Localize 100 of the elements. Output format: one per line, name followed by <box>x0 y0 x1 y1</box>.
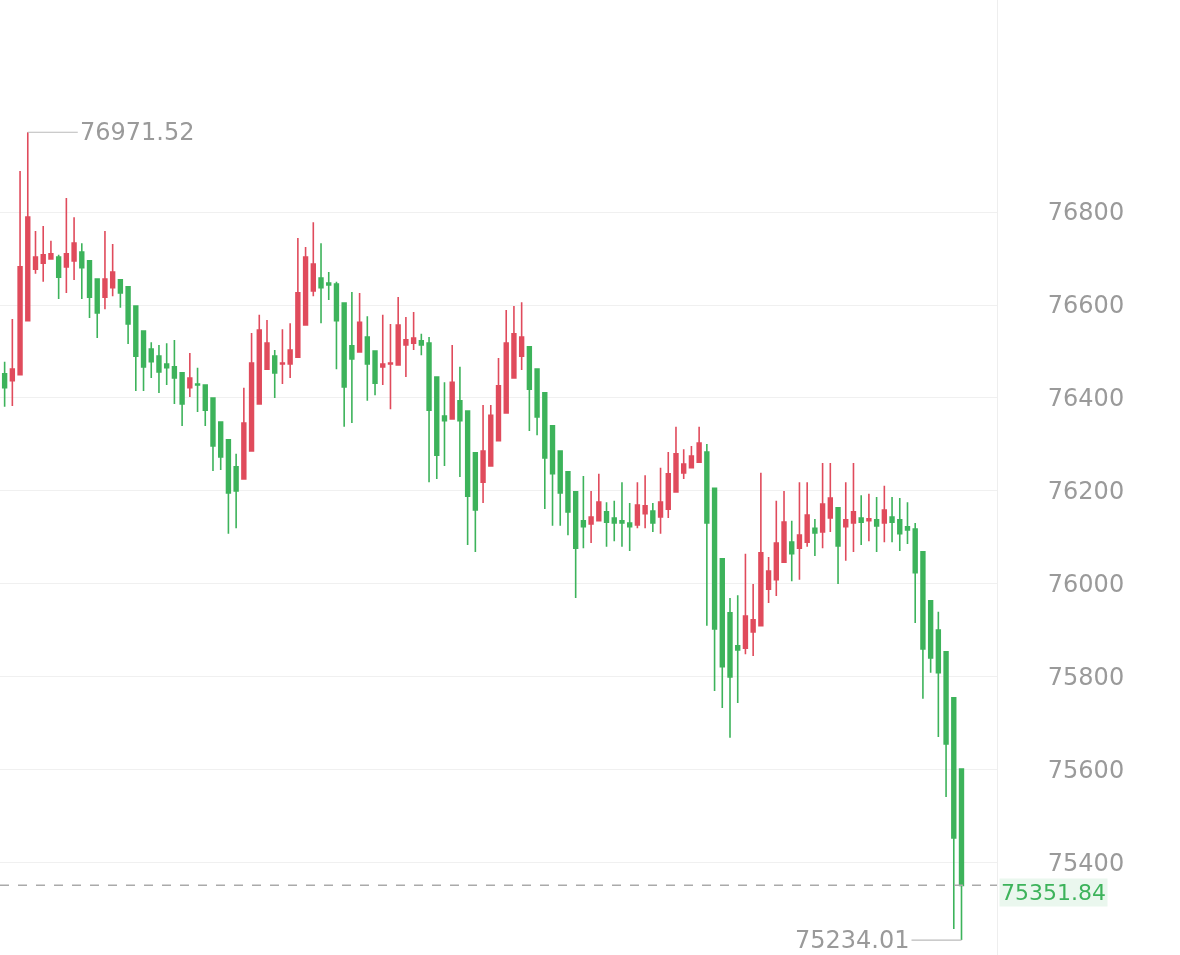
candlestick <box>457 366 463 478</box>
candlestick <box>534 368 540 436</box>
candlestick <box>102 230 108 310</box>
candlestick <box>163 342 170 386</box>
candlestick <box>272 349 278 399</box>
candlestick <box>742 552 749 655</box>
candlestick <box>681 448 687 480</box>
candlestick <box>619 481 625 548</box>
candlestick <box>256 313 262 405</box>
candlestick <box>241 386 247 480</box>
candlestick <box>881 485 888 543</box>
candlestick <box>426 336 432 483</box>
candlestick <box>781 490 787 563</box>
y-tick-label: 75400 <box>1047 849 1125 878</box>
candlestick <box>873 496 880 553</box>
candlestick <box>634 481 641 529</box>
candlestick <box>750 583 756 657</box>
candlestick <box>665 451 671 519</box>
candlestick <box>333 280 340 370</box>
y-tick-label: 76400 <box>1047 384 1125 413</box>
candlestick <box>86 260 93 319</box>
candlestick <box>696 426 702 463</box>
annotation: 76971.52 <box>80 118 195 146</box>
candlestick <box>395 296 401 366</box>
candlestick <box>765 556 772 604</box>
candlestick <box>626 502 633 552</box>
candlestick <box>140 330 147 392</box>
candlestick <box>449 344 455 420</box>
candlestick <box>94 278 100 339</box>
candlestick <box>40 225 46 283</box>
candlestick <box>364 315 371 402</box>
candlestick <box>935 611 942 738</box>
candlestick <box>302 246 309 326</box>
candlestick <box>287 322 293 379</box>
candlestick <box>32 230 39 275</box>
candlestick <box>310 221 316 297</box>
y-tick-label: 75800 <box>1047 663 1125 692</box>
candlestick <box>63 197 70 294</box>
candlestick <box>812 518 818 557</box>
candlestick <box>850 462 857 553</box>
y-tick-label: 76800 <box>1047 198 1125 227</box>
candlestick <box>179 372 185 427</box>
candlestick <box>210 397 216 472</box>
candlestick <box>650 502 656 533</box>
candlestick <box>341 302 347 428</box>
candlestick <box>858 494 864 546</box>
candlestick <box>279 328 286 385</box>
candlestick <box>704 443 710 627</box>
candlestick <box>1 360 8 408</box>
candlestick <box>233 452 239 529</box>
candlestick <box>410 311 417 351</box>
candlestick <box>48 240 54 260</box>
candlestick <box>603 501 610 548</box>
candlestick <box>827 462 834 533</box>
candlestick <box>117 278 124 309</box>
candlestick <box>642 474 648 529</box>
candlestick <box>673 426 679 493</box>
candlestick <box>495 357 502 442</box>
candlestick <box>187 352 193 398</box>
candlestick <box>804 481 810 548</box>
candlestick <box>71 216 77 281</box>
y-tick-label: 76600 <box>1047 291 1125 320</box>
ref-line-label: 75351.84 <box>1001 880 1106 905</box>
candlestick <box>464 410 471 546</box>
candlestick <box>488 404 494 467</box>
candlestick <box>866 492 872 542</box>
candlestick <box>356 292 363 353</box>
candlestick <box>418 333 425 357</box>
candlestick <box>542 392 548 510</box>
candlestick <box>889 496 895 543</box>
candlestick <box>565 471 571 536</box>
candlestick <box>611 499 617 542</box>
candlestick <box>55 253 62 300</box>
candlestick <box>951 697 957 930</box>
candlestick <box>897 497 903 552</box>
candlestick <box>503 309 509 414</box>
candlestick <box>773 499 779 597</box>
candlestick <box>735 594 741 704</box>
candlestick <box>711 487 718 692</box>
candlestick <box>835 506 841 585</box>
candlestick <box>25 131 31 322</box>
candlestick <box>843 481 849 562</box>
candlestick <box>125 286 131 345</box>
candlestick <box>572 491 579 599</box>
y-tick-label: 76000 <box>1047 570 1125 599</box>
candlestick <box>9 318 16 407</box>
candlestick <box>920 551 926 700</box>
candlestick <box>719 558 725 709</box>
candlestick <box>133 305 139 392</box>
candlestick <box>326 271 332 301</box>
candlestick <box>171 339 178 405</box>
candlestick <box>295 237 301 358</box>
candlestick <box>372 350 378 396</box>
candlestick <box>387 323 394 410</box>
candlestick <box>218 421 224 471</box>
candlestick <box>17 170 23 376</box>
candlestick <box>557 450 563 527</box>
candlestick <box>727 597 733 739</box>
candlestick <box>912 522 918 624</box>
candlestick <box>148 341 154 379</box>
